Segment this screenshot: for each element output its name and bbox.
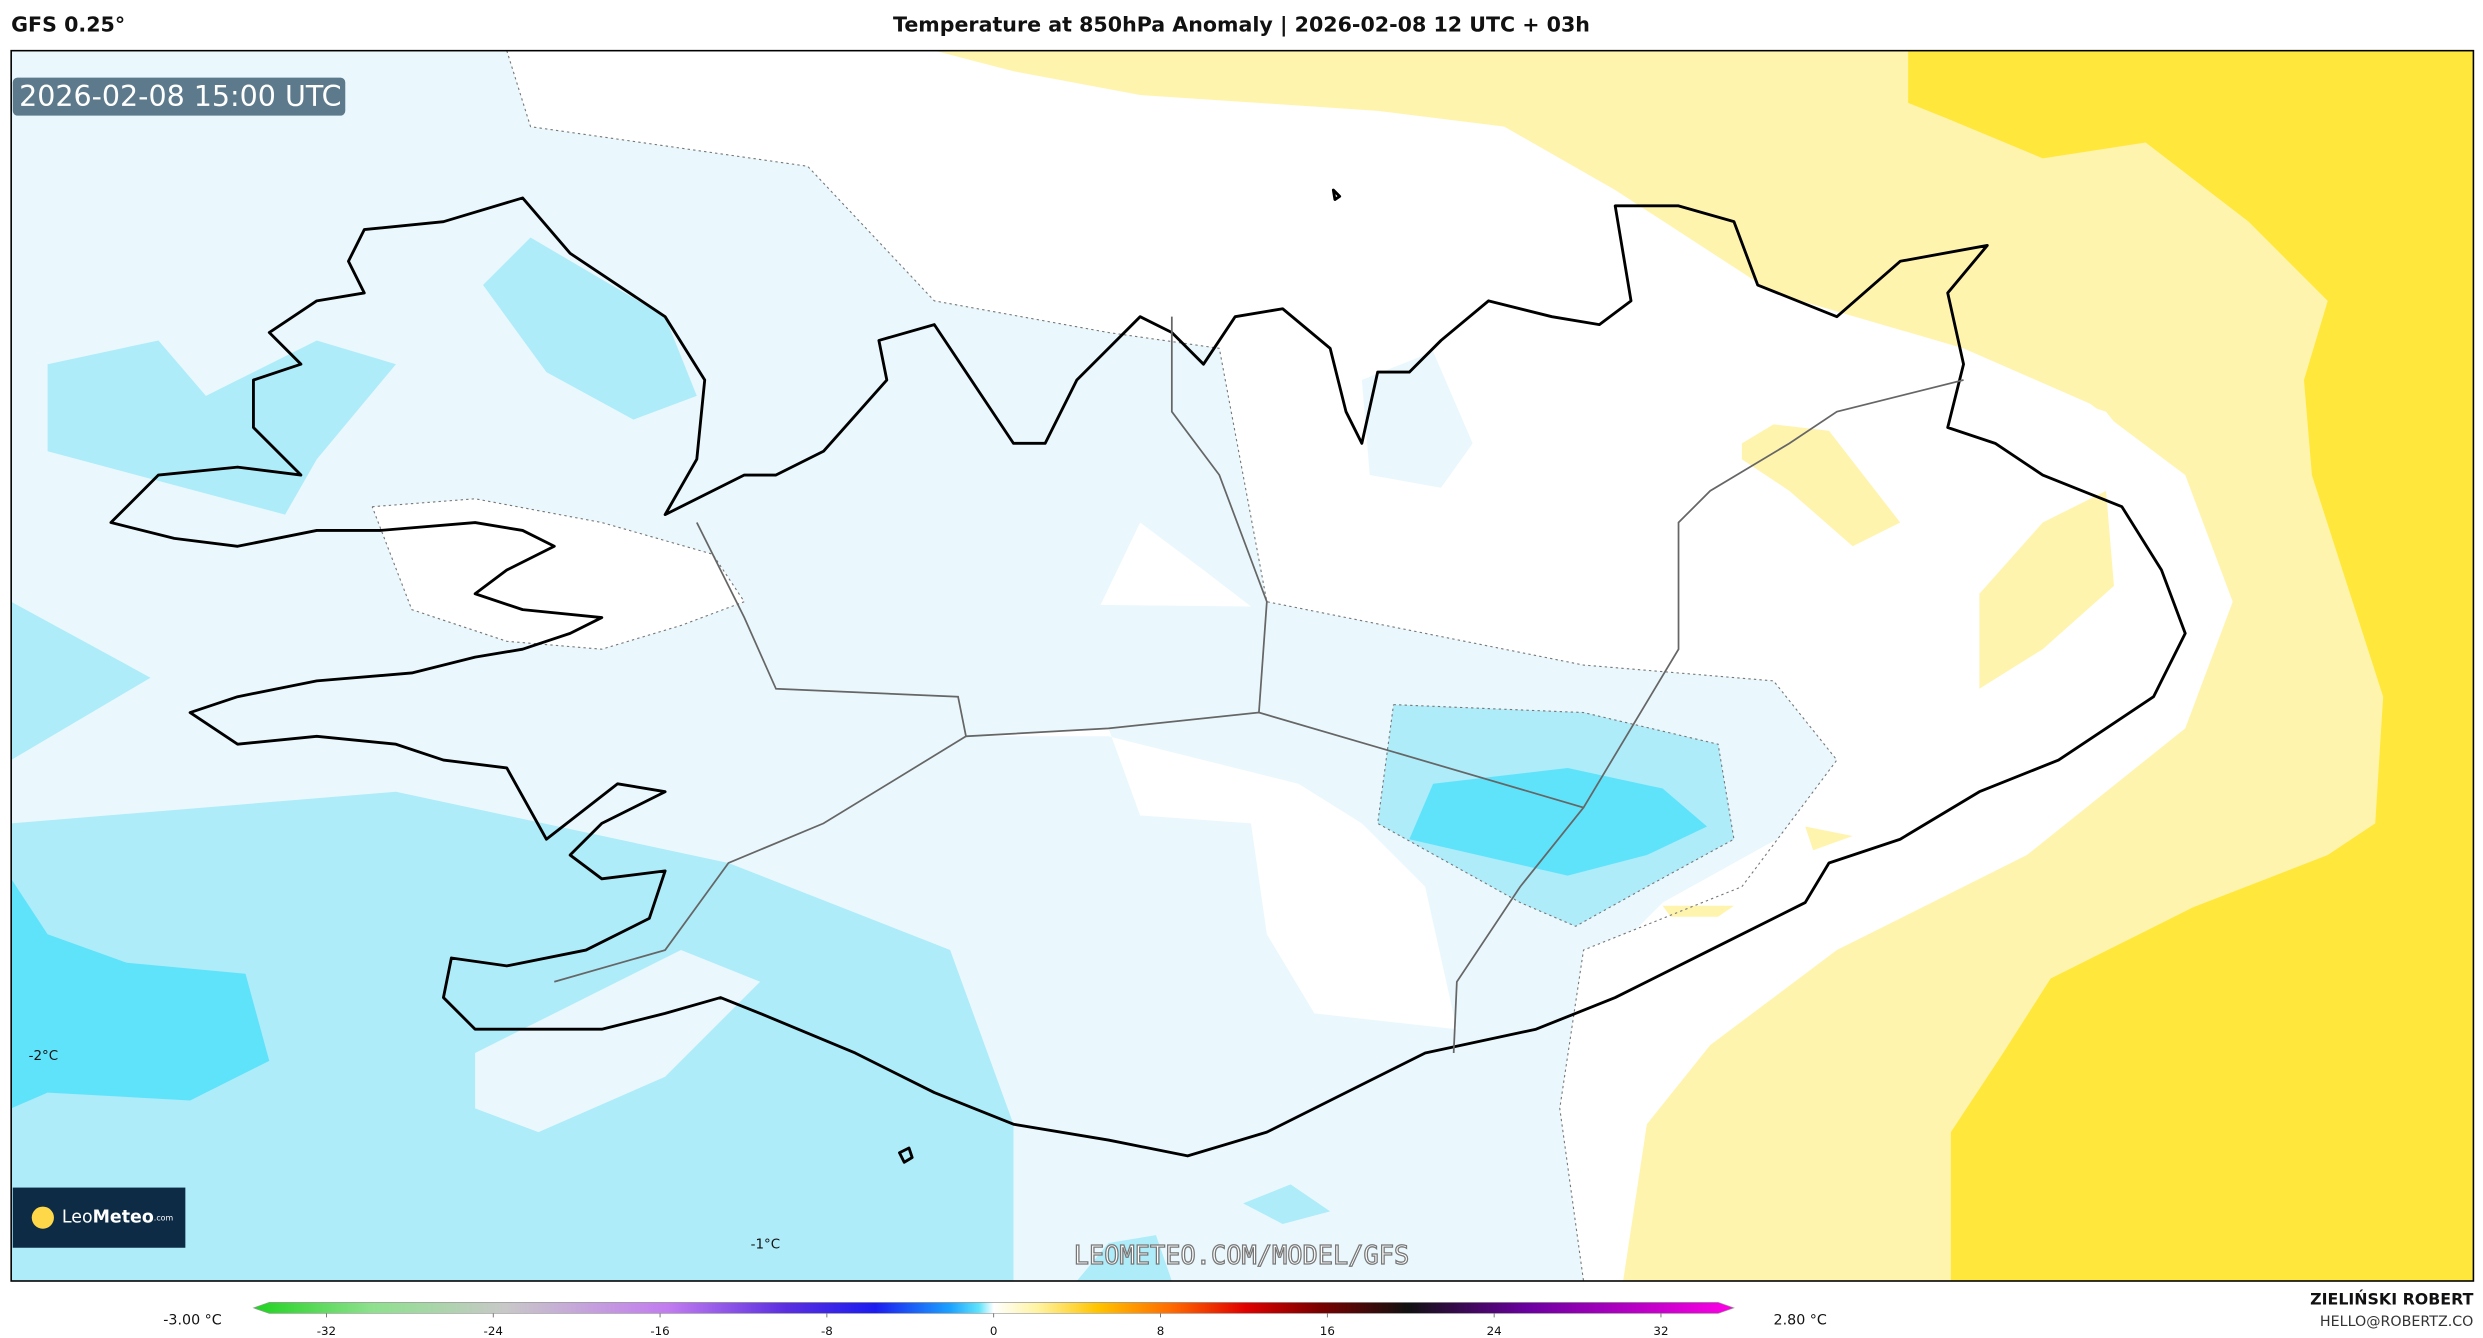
contour-label: -2°C <box>29 1049 58 1064</box>
colorbar-min: -3.00 °C <box>163 1313 222 1329</box>
anomaly-area <box>1583 205 2209 1109</box>
author: ZIELIŃSKI ROBERT <box>2310 1289 2473 1308</box>
region-border <box>1452 807 1585 1054</box>
contour-line <box>506 50 1838 1281</box>
map-frame <box>10 49 2475 1282</box>
colorbar-tick-label: -24 <box>484 1324 503 1338</box>
anomaly-area <box>372 498 745 650</box>
anomaly-area <box>1805 826 1853 851</box>
region-border <box>554 735 967 983</box>
map: -2°C -1°C LEOMETEO.COM/MODEL/GFS <box>11 50 2474 1281</box>
coastline <box>109 196 2187 1158</box>
anomaly-area <box>1662 905 1734 917</box>
anomaly-area <box>483 237 697 420</box>
anomaly-area <box>1076 1235 1172 1281</box>
colorbar-tick-label: -32 <box>317 1324 336 1338</box>
region-border <box>696 379 1964 809</box>
logo-suffix: .com <box>154 1213 174 1222</box>
logo-sun <box>31 1206 54 1229</box>
anomaly-area <box>1243 1184 1331 1224</box>
anomaly-area <box>1979 490 2114 689</box>
colorbar-gradient <box>252 1302 1735 1314</box>
valid-time: 2026-02-08 15:00 UTC <box>19 80 341 113</box>
colorbar-tick-label: 0 <box>990 1324 998 1338</box>
anomaly-area <box>1361 351 1473 488</box>
model-label: GFS 0.25° <box>11 12 125 36</box>
anomaly-area <box>965 728 1457 1030</box>
map-title: Temperature at 850hPa Anomaly | 2026-02-… <box>893 12 1590 37</box>
anomaly-area <box>475 950 761 1133</box>
anomaly-area <box>47 340 396 515</box>
anomaly-area <box>1409 767 1708 876</box>
anomaly-area <box>11 601 151 761</box>
contact: HELLO@ROBERTZ.CO <box>2320 1314 2473 1330</box>
contour-label: -1°C <box>751 1238 781 1253</box>
logo-name: Meteo <box>93 1208 154 1228</box>
region-border <box>1170 316 1268 713</box>
coastline <box>898 188 1342 1164</box>
time-badge <box>12 77 346 116</box>
colorbar: -3.00 °C 2.80 °C -32 -24 -16 -8 0 8 16 24 32 <box>163 1302 1827 1338</box>
colorbar-tick-label: -8 <box>821 1324 833 1338</box>
colorbar-tick-label: 32 <box>1653 1324 1668 1338</box>
anomaly-area <box>1741 424 1901 547</box>
contour-line <box>371 498 746 650</box>
anomaly-area <box>1100 522 1252 607</box>
logo-prefix: Leo <box>62 1208 93 1228</box>
watermark: LEOMETEO.COM/MODEL/GFS <box>1074 1240 1409 1270</box>
colorbar-tick-label: 16 <box>1320 1324 1335 1338</box>
colorbar-tick-label: -16 <box>650 1324 669 1338</box>
anomaly-area <box>1908 50 2474 1281</box>
colorbar-tick-label: 8 <box>1157 1324 1165 1338</box>
colorbar-max: 2.80 °C <box>1774 1313 1827 1329</box>
anomaly-area <box>11 878 270 1109</box>
logo-text: LeoMeteo.com <box>62 1208 174 1228</box>
colorbar-tick-label: 24 <box>1487 1324 1502 1338</box>
